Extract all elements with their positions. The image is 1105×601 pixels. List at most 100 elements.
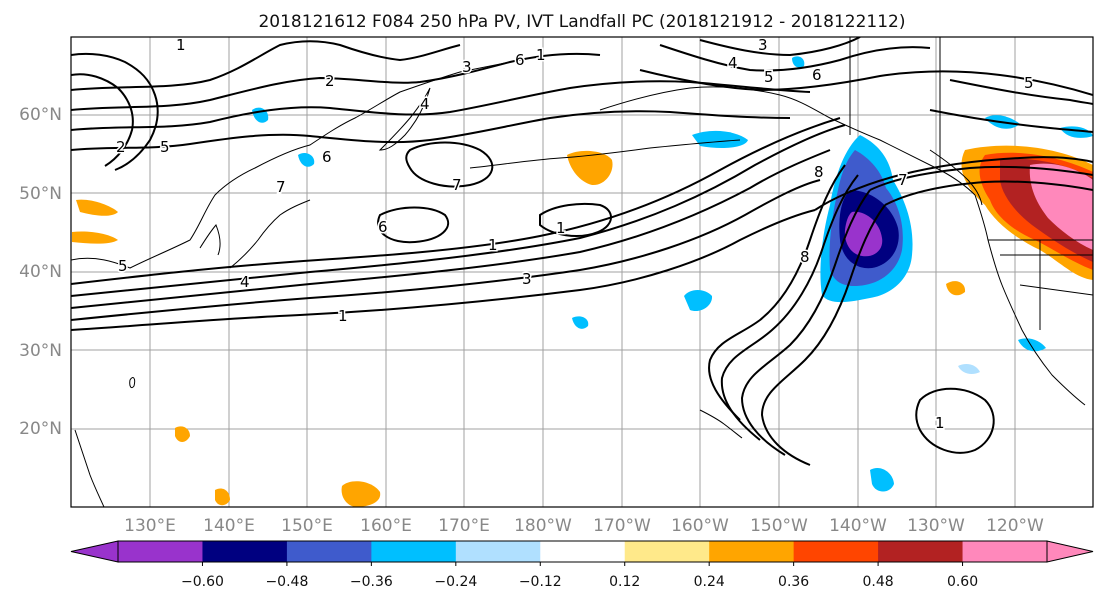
shading-patch-8 (215, 488, 230, 506)
contour-label: 4 (728, 54, 738, 72)
colorbar-cell (709, 541, 795, 562)
contour-label: 3 (462, 58, 472, 76)
colorbar-cell (624, 541, 710, 562)
shading-patch-2 (684, 290, 713, 312)
map-frame (70, 36, 1094, 508)
colorbar-cell (371, 541, 457, 562)
pv-contour-low-3 (539, 202, 612, 237)
lon-tick-label: 150°E (281, 516, 333, 536)
contour-label: 7 (276, 178, 286, 196)
coastline-westcoast (974, 194, 1086, 406)
pv-contour-2 (71, 179, 821, 321)
pv-contour-north-4 (71, 110, 791, 151)
colorbar-cell (118, 541, 203, 562)
pv-contour-low-4 (915, 387, 995, 454)
contour-label: 3 (758, 36, 768, 54)
shading-patch-1 (692, 130, 748, 148)
coastline-japan (229, 199, 311, 269)
shading-patch-3 (567, 150, 613, 186)
lon-tick-label: 150°W (750, 516, 808, 536)
pv-contour-trough-4 (760, 204, 886, 466)
map-panel: 1 1 1 1 1 1 2 2 3 3 3 4 4 4 5 5 5 5 6 6 (19, 36, 1094, 536)
shading-patch-17 (792, 56, 805, 68)
contour-label: 4 (240, 273, 250, 291)
shading-patch-9 (946, 281, 966, 296)
lon-tick-label: 140°W (829, 516, 887, 536)
lat-tick-label: 30°N (19, 341, 62, 361)
contour-label: 6 (812, 66, 822, 84)
shading-patch-4 (76, 199, 118, 216)
contour-label: 1 (556, 219, 566, 237)
border-states (1000, 240, 1093, 330)
pv-contour-1 (71, 209, 816, 331)
colorbar-cell (962, 541, 1048, 562)
pv-contour-north-1 (71, 40, 461, 91)
colorbar-tick-label: 0.24 (694, 574, 725, 590)
colorbar-cell (202, 541, 288, 562)
pv-contour-ne-1 (659, 44, 931, 72)
lon-tick-label: 130°W (907, 516, 965, 536)
contour-label: 8 (814, 163, 824, 181)
colorbar-tick-label: −0.12 (519, 574, 562, 590)
lon-tick-label: 160°W (671, 516, 729, 536)
colorbar-tick-label: 0.48 (863, 574, 894, 590)
pv-contour-ne-4 (949, 79, 1093, 105)
shading-patch-18 (958, 364, 980, 374)
shading-patch-13 (572, 316, 589, 329)
lon-tick-label: 160°E (360, 516, 412, 536)
colorbar-extend-high (1046, 540, 1094, 563)
contour-label: 1 (176, 36, 186, 54)
colorbar-tick-label: 0.12 (609, 574, 640, 590)
colorbar-cell (793, 541, 879, 562)
lat-tick-label: 20°N (19, 419, 62, 439)
colorbar-outline (117, 540, 1048, 563)
colorbar-tick-label: −0.24 (434, 574, 477, 590)
lon-tick-label: 120°W (986, 516, 1044, 536)
pv-contour-4 (71, 124, 846, 297)
contour-label: 7 (898, 171, 908, 189)
pv-contour-nw-2 (71, 73, 134, 167)
contour-label: 2 (116, 138, 126, 156)
latitude-labels: 20°N 30°N 40°N 50°N 60°N (19, 105, 62, 439)
lat-tick-label: 60°N (19, 105, 62, 125)
coastline-bc (929, 149, 983, 206)
colorbar-tick-label: −0.48 (265, 574, 308, 590)
lon-tick-label: 130°E (124, 516, 176, 536)
pv-contour-trough-1 (708, 164, 846, 421)
map-title: 2018121612 F084 250 hPa PV, IVT Landfall… (258, 12, 905, 32)
colorbar-cell (540, 541, 626, 562)
contour-label: 1 (488, 236, 498, 254)
pv-contour-trough-3 (740, 189, 871, 456)
coastline-taiwan (129, 377, 136, 389)
contour-label: 1 (338, 307, 348, 325)
pv-contour-low-1 (377, 206, 450, 244)
colorbar: −0.60 −0.48 −0.36 −0.24 −0.12 0.12 0.24 0.36 0.4… (70, 540, 1094, 590)
contour-label: 6 (515, 51, 525, 69)
pv-contour-north-2 (71, 52, 601, 111)
pv-contour-ne-5 (929, 109, 1093, 133)
colorbar-cell (455, 541, 541, 562)
contour-label: 5 (1024, 74, 1034, 92)
coastline-asia (71, 59, 521, 269)
contour-label: 3 (522, 270, 532, 288)
longitude-labels: 130°E 140°E 150°E 160°E 170°E 180°W 170°W 160°W… (124, 516, 1044, 536)
colorbar-ticks: −0.60 −0.48 −0.36 −0.24 −0.12 0.12 0.24 0.36 0.4… (181, 562, 978, 590)
lat-tick-label: 50°N (19, 184, 62, 204)
contour-label: 6 (378, 218, 388, 236)
pv-contour-nw-1 (71, 52, 159, 171)
coastline-korea (199, 224, 221, 256)
contour-label: 5 (764, 68, 774, 86)
pv-contour-ne-2 (639, 69, 1093, 96)
contour-label: 4 (420, 95, 430, 113)
pv-contour-ridge-1 (814, 156, 1093, 211)
coastlines (71, 37, 1093, 507)
colorbar-tick-label: −0.36 (350, 574, 393, 590)
contour-label-group: 1 1 1 1 1 1 2 2 3 3 3 4 4 4 5 5 5 5 6 6 (115, 36, 1036, 434)
lon-tick-label: 140°E (203, 516, 255, 536)
pv-contour-trough-2 (720, 174, 859, 441)
colorbar-tick-label: 0.60 (947, 574, 978, 590)
lon-tick-label: 180°W (514, 516, 572, 536)
shading-patch-6 (341, 481, 381, 507)
contour-label: 5 (160, 138, 170, 156)
